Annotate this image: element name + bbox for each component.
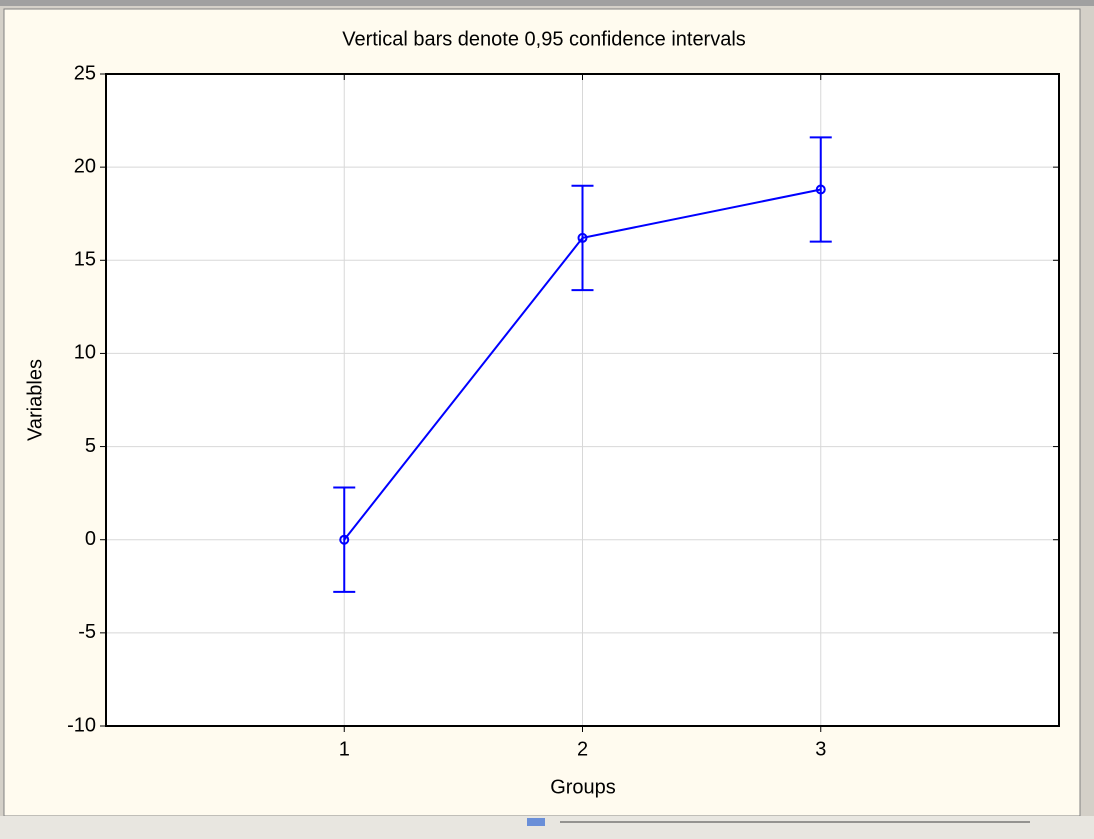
x-axis-label: Groups xyxy=(550,776,616,798)
y-tick-label: 5 xyxy=(85,435,96,457)
y-tick-label: -10 xyxy=(67,714,96,736)
x-tick-label: 3 xyxy=(815,738,826,760)
y-tick-label: 15 xyxy=(74,249,96,271)
x-tick-label: 2 xyxy=(577,738,588,760)
top-border xyxy=(0,0,1094,6)
point xyxy=(577,232,588,243)
plot-border xyxy=(105,73,1060,727)
y-tick-label: 0 xyxy=(85,528,96,550)
error-bar xyxy=(571,184,594,292)
scroll-thumb[interactable] xyxy=(527,818,545,826)
point xyxy=(339,534,350,545)
marks xyxy=(333,136,832,593)
y-tick-label: 25 xyxy=(74,62,96,84)
chart-title: Vertical bars denote 0,95 confidence int… xyxy=(342,28,746,50)
y-tick-label: 10 xyxy=(74,342,96,364)
y-tick-label: -5 xyxy=(78,621,96,643)
y-axis-label: Variables xyxy=(24,359,46,441)
error-bar xyxy=(333,486,356,593)
x-tick-label: 1 xyxy=(339,738,350,760)
status-bar xyxy=(0,816,1094,839)
point xyxy=(815,184,826,195)
y-tick-label: 20 xyxy=(74,155,96,177)
error-bar xyxy=(809,136,832,243)
